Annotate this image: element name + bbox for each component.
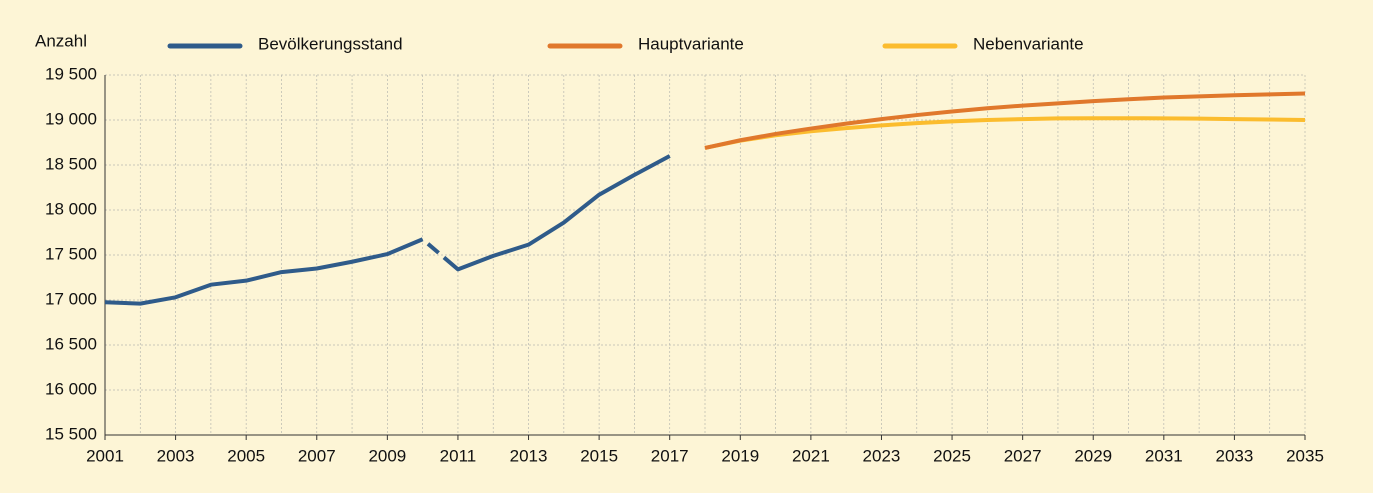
legend-label: Bevölkerungsstand: [258, 34, 403, 53]
x-tick-label: 2025: [933, 446, 971, 465]
legend-label: Hauptvariante: [638, 34, 744, 53]
series-line: [704, 91, 1306, 150]
x-tick-label: 2009: [368, 446, 406, 465]
y-tick-label: 18 500: [45, 154, 97, 173]
x-tick-label: 2015: [580, 446, 618, 465]
x-tick-label: 2029: [1074, 446, 1112, 465]
y-tick-label: 17 500: [45, 244, 97, 263]
y-tick-label: 17 000: [45, 289, 97, 308]
x-tick-label: 2011: [440, 446, 477, 465]
x-tick-label: 2035: [1286, 446, 1324, 465]
x-tick-label: 2005: [227, 446, 265, 465]
x-tick-label: 2013: [510, 446, 548, 465]
y-tick-label: 19 500: [45, 64, 97, 83]
series-line: [704, 116, 1306, 150]
y-tick-label: 19 000: [45, 109, 97, 128]
y-tick-label: 15 500: [45, 424, 97, 443]
x-tick-label: 2027: [1004, 446, 1042, 465]
x-tick-label: 2007: [298, 446, 336, 465]
y-axis-label: Anzahl: [35, 31, 87, 50]
y-tick-label: 16 500: [45, 334, 97, 353]
x-tick-label: 2001: [86, 446, 124, 465]
legend-label: Nebenvariante: [973, 34, 1084, 53]
x-tick-label: 2017: [651, 446, 689, 465]
series-line: [104, 154, 671, 306]
x-tick-label: 2031: [1145, 446, 1183, 465]
x-tick-label: 2023: [863, 446, 901, 465]
y-tick-label: 18 000: [45, 199, 97, 218]
x-tick-label: 2021: [792, 446, 830, 465]
x-tick-label: 2019: [721, 446, 759, 465]
y-tick-label: 16 000: [45, 379, 97, 398]
x-tick-label: 2003: [157, 446, 195, 465]
x-tick-label: 2033: [1215, 446, 1253, 465]
